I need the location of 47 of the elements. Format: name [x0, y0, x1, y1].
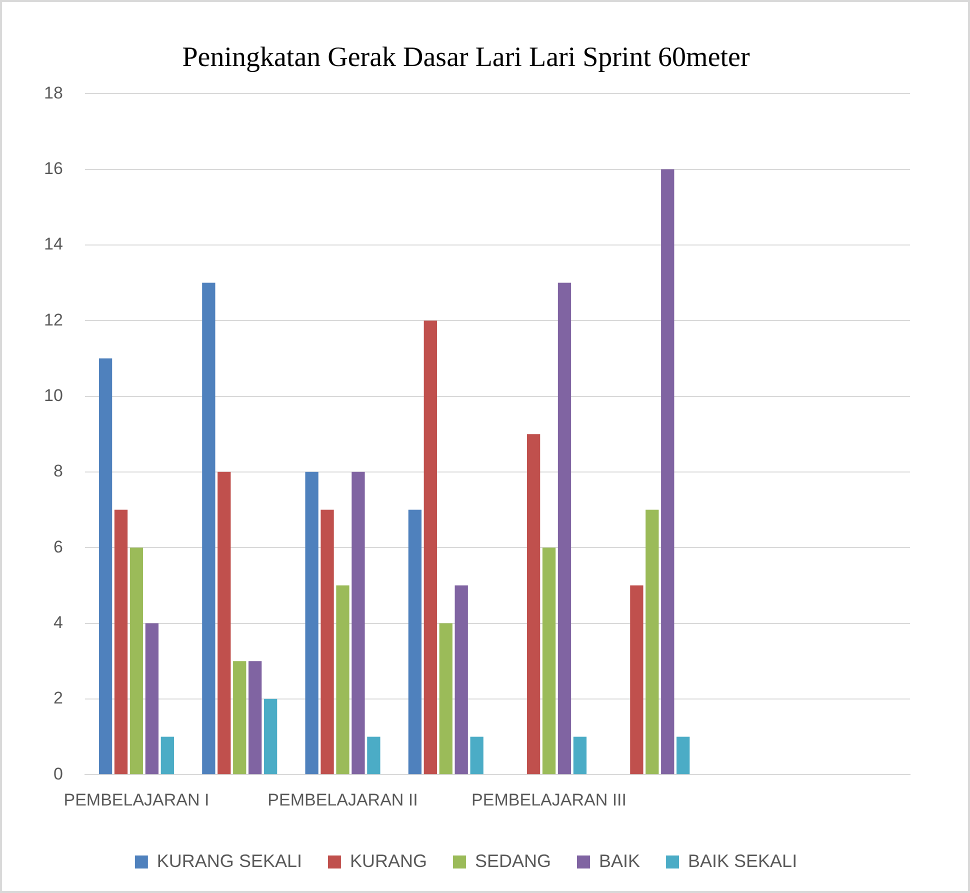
bar — [160, 736, 174, 774]
bar — [202, 282, 216, 774]
y-tick-label: 14 — [44, 234, 63, 254]
legend-label: SEDANG — [474, 850, 552, 871]
bar — [320, 510, 334, 774]
bar — [542, 548, 556, 774]
bar — [424, 320, 437, 774]
y-tick-label: 16 — [44, 158, 63, 178]
y-tick-label: 6 — [53, 537, 63, 556]
bar — [526, 434, 540, 774]
bar — [470, 736, 484, 774]
legend-label: BAIK SEKALI — [688, 850, 798, 871]
legend-label: KURANG SEKALI — [156, 850, 302, 871]
bar — [367, 736, 380, 774]
bar — [130, 548, 144, 774]
bar — [573, 736, 587, 774]
bar — [264, 698, 278, 774]
chart-title: Peningkatan Gerak Dasar Lari Lari Sprint 60meter — [182, 42, 750, 74]
y-tick-label: 0 — [53, 764, 63, 784]
y-tick-label: 12 — [44, 310, 63, 330]
y-tick-label: 2 — [53, 688, 63, 708]
bar — [439, 623, 452, 774]
bar — [114, 510, 128, 774]
bar — [218, 472, 231, 774]
bar — [336, 585, 350, 774]
y-tick-label: 8 — [53, 462, 63, 481]
legend-label: BAIK — [599, 850, 640, 871]
bar — [454, 585, 468, 774]
y-tick-label: 4 — [53, 612, 63, 632]
bar — [676, 736, 690, 774]
bar — [98, 358, 112, 774]
bar — [558, 282, 572, 774]
legend-label: KURANG — [350, 850, 427, 871]
bar — [233, 661, 246, 774]
x-tick-label: PEMBELAJARAN II — [268, 790, 418, 810]
x-tick-label: PEMBELAJARAN I — [64, 790, 210, 810]
y-tick-label: 18 — [44, 83, 63, 102]
bar — [305, 472, 318, 774]
x-tick-label: PEMBELAJARAN III — [472, 790, 626, 810]
bar — [630, 585, 644, 774]
bar — [352, 472, 365, 774]
bar — [661, 169, 674, 774]
bar — [248, 661, 262, 774]
y-tick-label: 10 — [44, 386, 63, 405]
bar — [408, 510, 422, 774]
bar — [646, 510, 659, 774]
bar — [145, 623, 159, 774]
